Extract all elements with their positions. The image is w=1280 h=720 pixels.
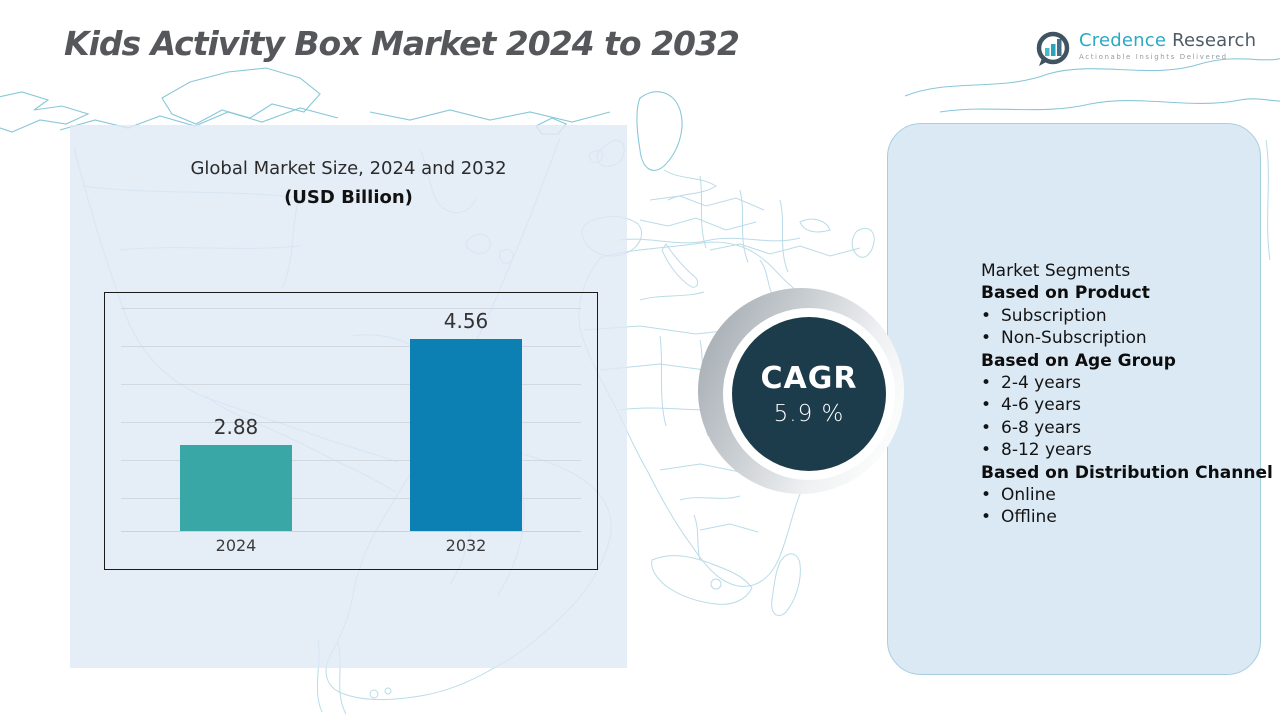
map-coastlines [0, 58, 1280, 171]
bullet-icon: • [981, 485, 992, 506]
brand-name-secondary: Research [1172, 30, 1257, 51]
segment-item-label: 2-4 years [1001, 373, 1081, 394]
plot-area: 2.88 4.56 [121, 293, 581, 532]
brand-name: Credence Research [1079, 30, 1256, 51]
segment-item: • Online [981, 484, 1251, 506]
segment-heading: Based on Age Group [981, 350, 1176, 371]
brand-text: Credence Research Actionable Insights De… [1079, 30, 1256, 61]
gridline [121, 346, 581, 347]
market-size-panel: Global Market Size, 2024 and 2032 (USD B… [70, 125, 627, 668]
segments-title: Market Segments [981, 261, 1131, 281]
x-tick-2032: 2032 [445, 536, 487, 555]
brand-tagline: Actionable Insights Delivered [1079, 53, 1228, 61]
cagr-ring: CAGR 5.9 % [723, 308, 895, 480]
bullet-icon: • [981, 440, 992, 461]
segment-heading: Based on Distribution Channel [981, 462, 1273, 483]
segment-item-label: Subscription [1001, 305, 1107, 326]
bullet-icon: • [981, 328, 992, 349]
bullet-icon: • [981, 417, 992, 438]
chart-subtitle: (USD Billion) [284, 187, 413, 208]
segment-item-label: 6-8 years [1001, 417, 1081, 438]
gridline [121, 498, 581, 499]
bar-value-2024: 2.88 [213, 415, 259, 439]
page-title: Kids Activity Box Market 2024 to 2032 [64, 24, 740, 63]
gridline [121, 384, 581, 385]
segment-item-label: 4-6 years [1001, 395, 1081, 416]
brand-name-primary: Credence [1079, 30, 1167, 51]
bar-chart: 2.88 4.56 2024 2032 [104, 292, 598, 570]
segment-item: • 2-4 years [981, 372, 1251, 394]
chart-title: Global Market Size, 2024 and 2032 [190, 158, 507, 179]
segment-item: • 4-6 years [981, 394, 1251, 416]
segment-heading: Based on Product [981, 283, 1150, 304]
cagr-value: 5.9 % [773, 400, 845, 427]
segment-item-label: Offline [1001, 507, 1057, 528]
bar-value-2032: 4.56 [443, 309, 489, 333]
segment-item: • Offline [981, 506, 1251, 528]
cagr-circle: CAGR 5.9 % [732, 317, 886, 471]
bullet-icon: • [981, 305, 992, 326]
cagr-label: CAGR [760, 360, 858, 396]
bullet-icon: • [981, 373, 992, 394]
segment-item: • Non-Subscription [981, 327, 1251, 349]
gridline [121, 422, 581, 423]
gridline [121, 460, 581, 461]
segments-list: Market Segments Based on Product • Subscri… [981, 260, 1273, 529]
bar-2024 [180, 445, 292, 531]
bar-2032 [410, 339, 522, 531]
segment-item-label: Non-Subscription [1001, 328, 1147, 349]
market-segments-panel: Market Segments Based on Product • Subscri… [887, 123, 1273, 675]
bullet-icon: • [981, 507, 992, 528]
segment-item: • 6-8 years [981, 417, 1251, 439]
brand-logo: Credence Research Actionable Insights De… [1034, 30, 1256, 70]
x-tick-2024: 2024 [215, 536, 257, 555]
segment-item-label: 8-12 years [1001, 440, 1092, 461]
x-axis: 2024 2032 [121, 536, 581, 555]
segment-item-label: Online [1001, 485, 1056, 506]
gridline [121, 308, 581, 309]
segment-item: • Subscription [981, 305, 1251, 327]
segment-item: • 8-12 years [981, 439, 1251, 461]
credence-logo-icon [1036, 31, 1070, 66]
bullet-icon: • [981, 395, 992, 416]
